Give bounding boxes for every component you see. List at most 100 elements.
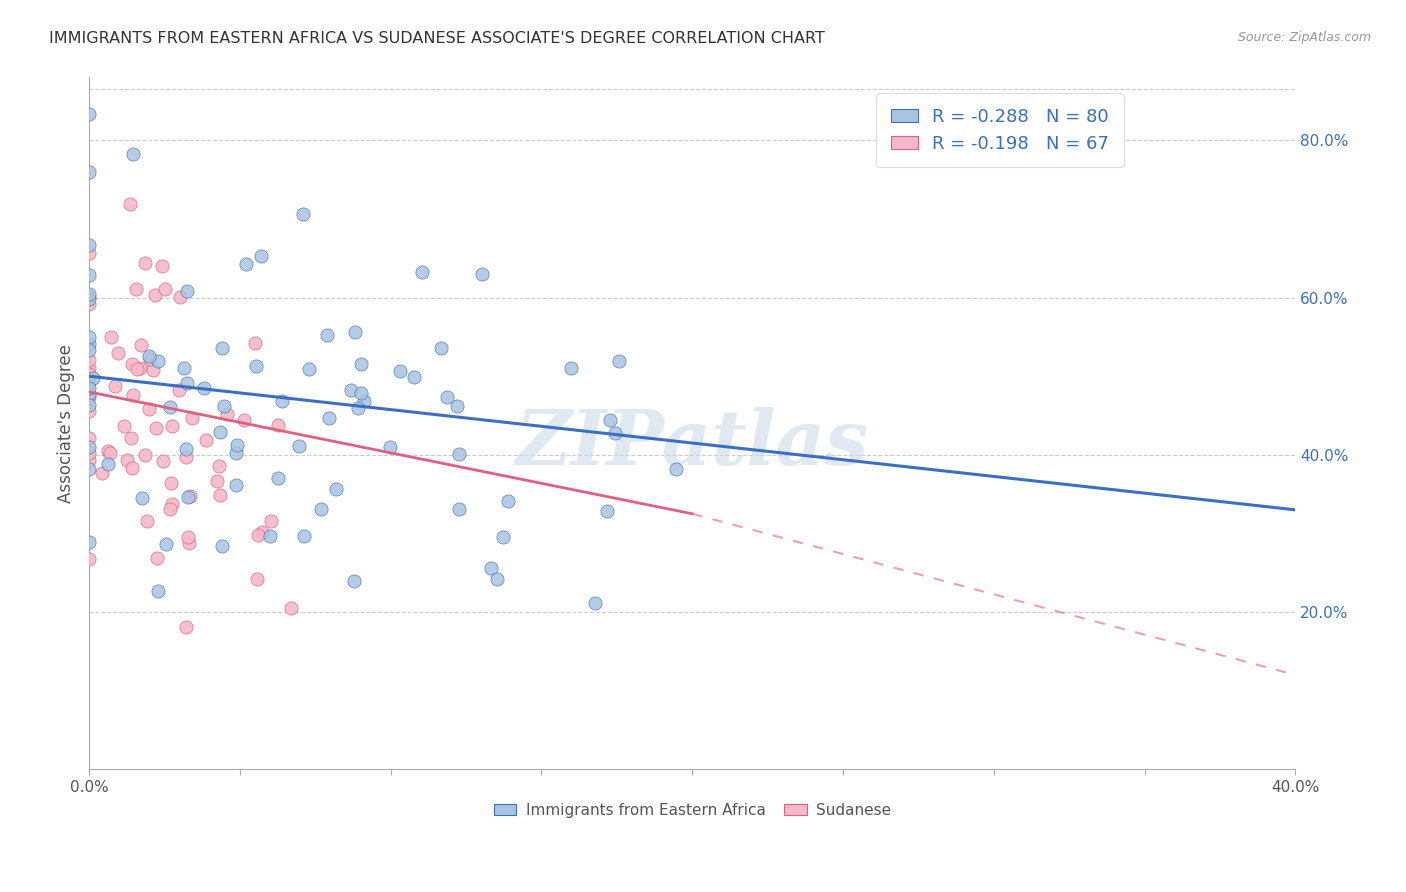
Point bbox=[142, 363, 165, 377]
Point bbox=[211, 539, 233, 553]
Point bbox=[129, 337, 152, 351]
Point bbox=[245, 359, 267, 373]
Point bbox=[77, 535, 100, 549]
Point bbox=[411, 265, 433, 279]
Point bbox=[177, 491, 200, 505]
Point bbox=[77, 246, 100, 260]
Point bbox=[607, 354, 630, 368]
Point bbox=[174, 450, 197, 464]
Point bbox=[77, 453, 100, 467]
Point bbox=[271, 393, 294, 408]
Point bbox=[226, 438, 249, 452]
Point bbox=[77, 343, 100, 358]
Text: ZIPatlas: ZIPatlas bbox=[516, 407, 869, 481]
Point bbox=[134, 448, 156, 462]
Point bbox=[595, 503, 617, 517]
Point bbox=[104, 379, 127, 393]
Point bbox=[77, 390, 100, 404]
Point bbox=[77, 404, 100, 418]
Point bbox=[77, 165, 100, 179]
Point bbox=[225, 478, 247, 492]
Point bbox=[288, 439, 311, 453]
Point bbox=[180, 411, 202, 425]
Point bbox=[344, 326, 367, 340]
Point bbox=[136, 514, 159, 528]
Point bbox=[77, 361, 100, 376]
Point bbox=[471, 267, 494, 281]
Point bbox=[174, 620, 197, 634]
Point bbox=[77, 238, 100, 252]
Point bbox=[250, 524, 273, 539]
Point bbox=[176, 284, 198, 298]
Point bbox=[146, 551, 169, 566]
Point bbox=[145, 421, 167, 435]
Point bbox=[117, 452, 139, 467]
Point bbox=[77, 461, 100, 475]
Point bbox=[120, 197, 142, 211]
Point bbox=[120, 432, 142, 446]
Point bbox=[77, 337, 100, 351]
Text: IMMIGRANTS FROM EASTERN AFRICA VS SUDANESE ASSOCIATE'S DEGREE CORRELATION CHART: IMMIGRANTS FROM EASTERN AFRICA VS SUDANE… bbox=[49, 31, 825, 46]
Point bbox=[436, 390, 458, 404]
Point bbox=[232, 413, 254, 427]
Point bbox=[100, 330, 122, 344]
Point bbox=[148, 354, 170, 368]
Point bbox=[235, 257, 257, 271]
Point bbox=[378, 440, 401, 454]
Point bbox=[195, 434, 218, 448]
Point bbox=[77, 387, 100, 401]
Point bbox=[122, 388, 145, 402]
Point bbox=[77, 446, 100, 460]
Point bbox=[152, 454, 174, 468]
Point bbox=[280, 601, 302, 615]
Point bbox=[292, 207, 315, 221]
Point bbox=[145, 288, 167, 302]
Point bbox=[350, 357, 373, 371]
Point bbox=[77, 297, 100, 311]
Point bbox=[121, 460, 143, 475]
Point bbox=[77, 387, 100, 401]
Point bbox=[560, 361, 582, 376]
Point bbox=[479, 561, 502, 575]
Point bbox=[128, 361, 150, 376]
Point bbox=[246, 528, 269, 542]
Point bbox=[209, 488, 232, 502]
Point bbox=[159, 401, 181, 415]
Point bbox=[294, 529, 316, 543]
Point bbox=[217, 407, 239, 421]
Point bbox=[498, 493, 520, 508]
Y-axis label: Associate's Degree: Associate's Degree bbox=[58, 344, 75, 503]
Point bbox=[177, 530, 200, 544]
Point bbox=[159, 501, 181, 516]
Point bbox=[311, 502, 333, 516]
Point bbox=[266, 471, 288, 485]
Point bbox=[160, 419, 183, 434]
Point bbox=[77, 107, 100, 121]
Point bbox=[131, 491, 153, 505]
Point bbox=[121, 357, 143, 371]
Point bbox=[90, 467, 112, 481]
Point bbox=[342, 574, 364, 589]
Point bbox=[193, 381, 215, 395]
Point bbox=[325, 483, 347, 497]
Point bbox=[447, 502, 470, 516]
Point bbox=[179, 490, 201, 504]
Point bbox=[205, 474, 228, 488]
Point bbox=[211, 341, 233, 355]
Point bbox=[259, 529, 281, 543]
Point bbox=[167, 383, 190, 397]
Point bbox=[605, 425, 627, 440]
Text: Source: ZipAtlas.com: Source: ZipAtlas.com bbox=[1237, 31, 1371, 45]
Point bbox=[174, 442, 197, 456]
Point bbox=[260, 514, 283, 528]
Point bbox=[447, 447, 470, 461]
Point bbox=[346, 401, 368, 415]
Point bbox=[146, 583, 169, 598]
Point bbox=[98, 446, 121, 460]
Point bbox=[246, 572, 269, 586]
Point bbox=[160, 497, 183, 511]
Point bbox=[77, 286, 100, 301]
Point bbox=[430, 341, 453, 355]
Point bbox=[177, 536, 200, 550]
Point bbox=[77, 330, 100, 344]
